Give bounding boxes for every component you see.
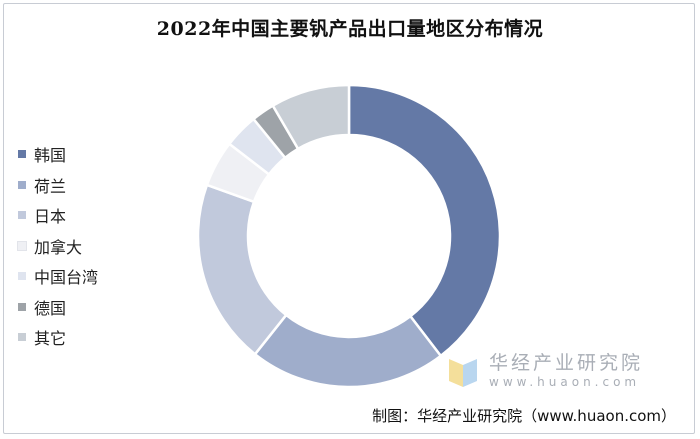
legend-item: 荷兰	[18, 170, 98, 201]
legend-item: 日本	[18, 200, 98, 231]
legend-label: 日本	[34, 207, 67, 227]
legend-item: 加拿大	[17, 231, 98, 262]
legend-swatch	[18, 211, 26, 220]
legend-label: 德国	[34, 298, 67, 318]
chart-frame	[3, 3, 695, 434]
legend-item: 韩国	[18, 139, 98, 170]
legend-swatch	[18, 272, 26, 281]
slice-6	[271, 83, 351, 151]
legend-label: 荷兰	[34, 176, 67, 196]
legend-item: 中国台湾	[18, 261, 98, 292]
slice-0	[347, 83, 502, 358]
legend-swatch	[18, 302, 26, 311]
legend-label: 中国台湾	[34, 268, 99, 288]
source-note: 制图：华经产业研究院（www.huaon.com）	[372, 407, 676, 425]
slice-2	[196, 183, 288, 356]
chart-legend: 韩国荷兰日本加拿大中国台湾德国其它	[17, 139, 98, 353]
slice-1	[253, 313, 443, 389]
legend-swatch	[18, 180, 26, 189]
watermark-url: www.huaon.com	[489, 375, 641, 389]
legend-item: 德国	[18, 292, 98, 323]
legend-label: 其它	[34, 329, 67, 349]
huajing-logo-icon	[449, 359, 477, 387]
legend-label: 韩国	[34, 146, 67, 166]
legend-swatch	[18, 150, 26, 159]
watermark: 华经产业研究院 www.huaon.com	[445, 352, 643, 390]
legend-item: 其它	[18, 322, 98, 353]
legend-swatch	[18, 333, 26, 342]
watermark-name: 华经产业研究院	[489, 352, 644, 374]
chart-title: 2022年中国主要钒产品出口量地区分布情况	[156, 18, 544, 40]
legend-swatch	[17, 240, 27, 251]
legend-label: 加拿大	[34, 237, 83, 257]
